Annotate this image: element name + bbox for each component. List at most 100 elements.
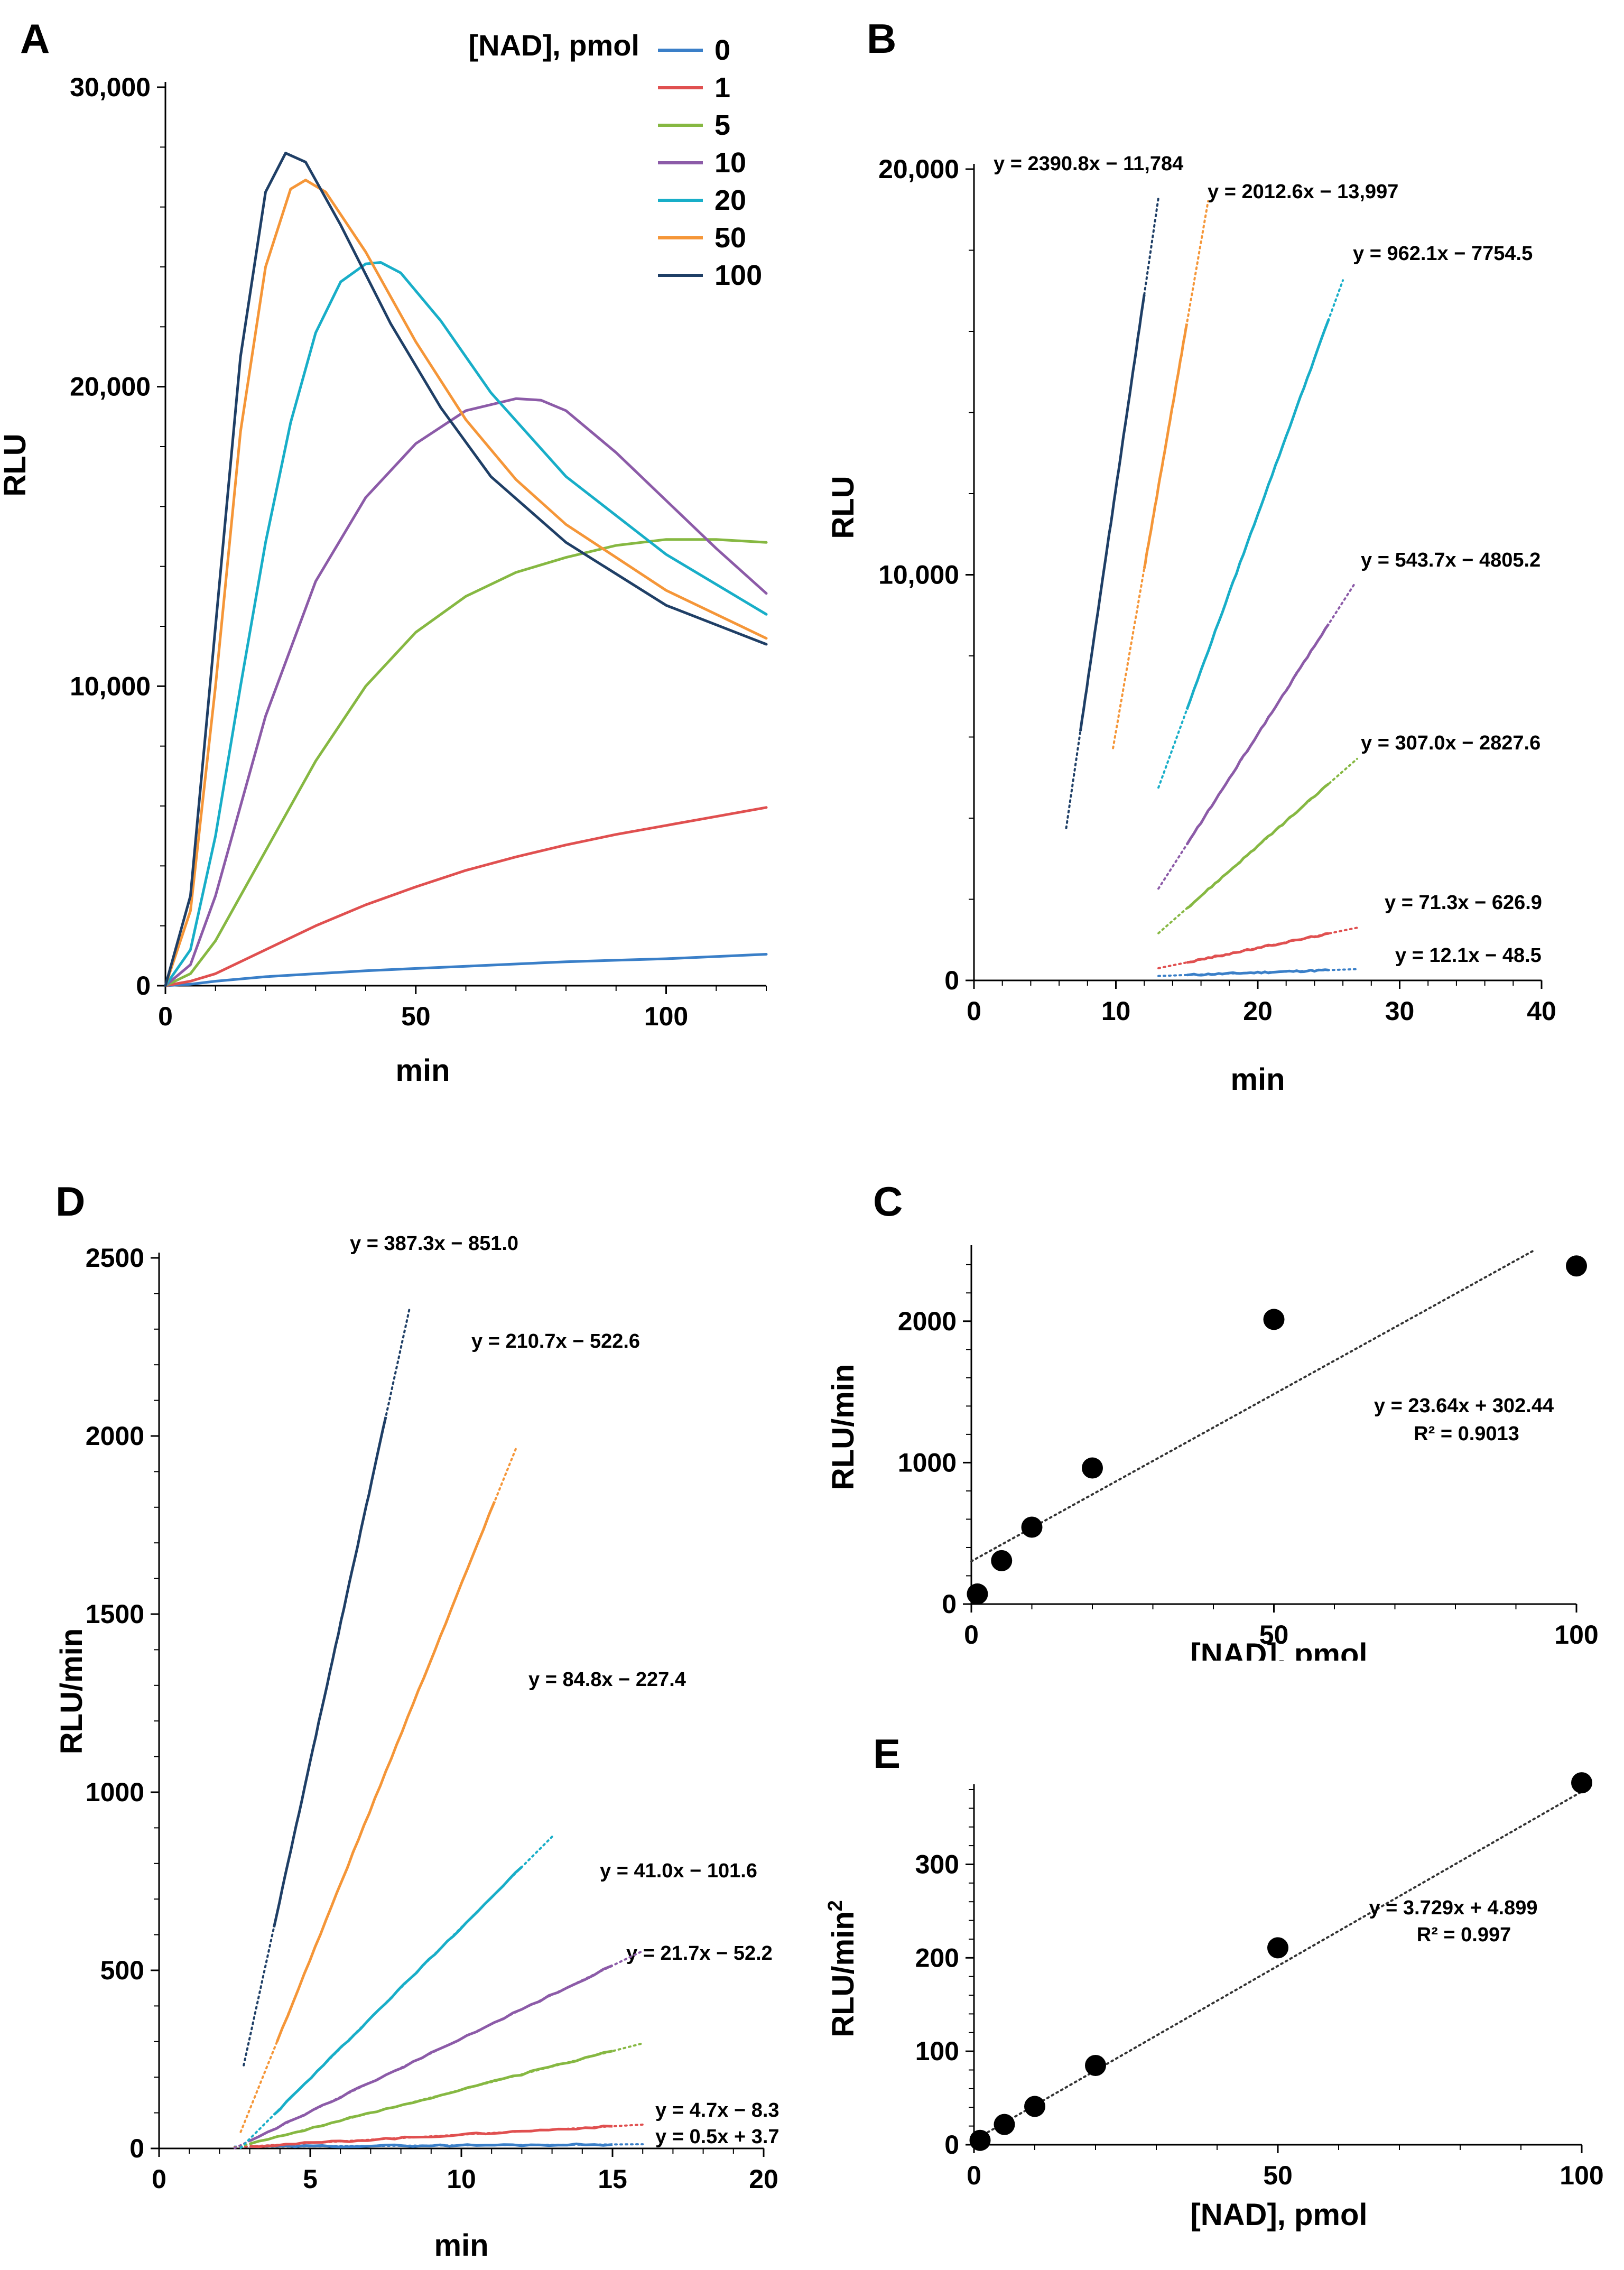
- panel-b-y-axis-label-text: RLU: [826, 476, 860, 539]
- panel-e-x-tick-label: 100: [1560, 2161, 1603, 2190]
- panel-d-x-tick-label: 5: [303, 2164, 318, 2194]
- panel-e-data-point: [1024, 2096, 1045, 2117]
- panel-b-x-tick-label: 40: [1527, 996, 1556, 1026]
- panel-a-x-tick-label: 100: [644, 1002, 688, 1031]
- panel-d-data-line-5: [249, 2050, 613, 2145]
- panel-d-data-line-100: [272, 1416, 387, 1928]
- panel-a-series-line-1: [164, 806, 768, 987]
- panel-e-y-tick-label: 0: [944, 2130, 959, 2160]
- panel-e-x-tick-label: 50: [1263, 2161, 1293, 2190]
- panel-c-letter: C: [873, 1178, 903, 1225]
- panel-a-y-axis-label-text: RLU: [0, 433, 32, 496]
- panel-e-data-point: [1267, 1937, 1288, 1959]
- panel-a-legend-label-10: 10: [714, 147, 746, 179]
- panel-e-y-axis-label-text: RLU/min: [826, 1911, 860, 2037]
- panel-d-data-line-20: [273, 1866, 523, 2116]
- panel-e-equation: y = 3.729x + 4.899: [1369, 1897, 1537, 1919]
- panel-d-equation-20: y = 84.8x − 227.4: [528, 1669, 686, 1691]
- panel-e-y-axis-label: RLU/min2: [824, 1900, 860, 2037]
- panel-c-y-tick-label: 2000: [898, 1307, 957, 1336]
- panel-e-y-axis-label-superscript: 2: [824, 1900, 847, 1911]
- panel-e-y-tick-label: 300: [915, 1849, 959, 1879]
- panel-c-x-tick-label: 100: [1554, 1620, 1598, 1650]
- panel-b-y-tick-label: 0: [944, 966, 959, 995]
- panel-a-series-line-50: [164, 179, 768, 987]
- panel-c: C 0 1000 2000 0 50 100 RLU/min y = 23.64x + 302.…: [826, 1178, 1599, 1650]
- panel-e-x-axis-label: [NAD], pmol: [1190, 2198, 1367, 2232]
- panel-b-data-line-100: [1079, 294, 1146, 731]
- panel-b-x-tick-label: 20: [1243, 996, 1273, 1026]
- panel-b-equation-1: y = 71.3x − 626.9: [1385, 892, 1542, 914]
- panel-e-x-tick-label: 0: [967, 2161, 981, 2190]
- panel-d-data-line-10: [249, 1964, 613, 2142]
- panel-b-data-line-10: [1185, 623, 1330, 846]
- panel-a-legend-label-50: 50: [714, 222, 746, 254]
- panel-d: D 0 500 1000 1500 2000 2500 0 5 10 15 20 RLU/min min y…: [54, 1178, 779, 2263]
- panel-c-y-tick-label: 1000: [898, 1448, 957, 1477]
- panel-d-data-line-50: [275, 1500, 496, 2043]
- panel-b-x-tick-label: 0: [967, 996, 981, 1026]
- panel-e-y-tick-label: 200: [915, 1943, 959, 1972]
- panel-d-equation-100: y = 387.3x − 851.0: [350, 1233, 518, 1255]
- panel-d-x-tick-label: 15: [598, 2164, 627, 2194]
- panel-d-equation-5: y = 21.7x − 52.2: [626, 1942, 773, 1965]
- panel-a-legend-label-20: 20: [714, 184, 746, 216]
- panel-d-y-axis-label-text: RLU/min: [54, 1628, 89, 1754]
- panel-d-letter: D: [55, 1178, 85, 1225]
- panel-d-equation-10: y = 41.0x − 101.6: [600, 1860, 757, 1882]
- panel-a-y-axis-label: RLU: [0, 433, 32, 496]
- panel-b-equation-10: y = 543.7x − 4805.2: [1361, 549, 1541, 571]
- panel-c-y-axis-label: RLU/min: [826, 1364, 860, 1490]
- panel-b-letter: B: [867, 15, 896, 62]
- panel-a-series-line-100: [164, 152, 768, 987]
- panel-a-legend-label-5: 5: [714, 109, 730, 141]
- panel-a-series-line-20: [164, 261, 768, 987]
- panel-c-y-axis-label-text: RLU/min: [826, 1364, 860, 1490]
- panel-d-y-tick-label: 2000: [86, 1421, 144, 1451]
- panel-c-data-point: [1082, 1457, 1103, 1479]
- panel-d-x-tick-label: 0: [152, 2164, 166, 2194]
- panel-b-data-line-5: [1186, 782, 1330, 910]
- panel-c-x-tick-label: 50: [1259, 1620, 1289, 1650]
- panel-c-r-squared: R² = 0.9013: [1414, 1423, 1519, 1445]
- panel-a-y-tick-label: 20,000: [70, 372, 151, 402]
- panel-e-trendline: [973, 1790, 1583, 2142]
- panel-e-data-point: [969, 2129, 991, 2151]
- panel-d-y-tick-label: 500: [100, 1956, 144, 1985]
- panel-b-y-axis-label: RLU: [826, 476, 860, 539]
- panel-b-equation-20: y = 962.1x − 7754.5: [1353, 243, 1533, 265]
- panel-a-legend-label-1: 1: [714, 72, 730, 104]
- panel-d-equation-0: y = 0.5x + 3.7: [655, 2126, 779, 2148]
- panel-b-data-line-50: [1143, 323, 1189, 569]
- panel-c-data-point: [1021, 1516, 1043, 1538]
- panel-a-x-axis-label: min: [395, 1053, 450, 1088]
- panel-a-series-line-0: [164, 953, 768, 987]
- panel-d-data-line-1: [249, 2124, 613, 2148]
- panel-b-x-tick-label: 30: [1385, 996, 1415, 1026]
- panel-c-data-point: [1566, 1255, 1587, 1277]
- panel-a-y-tick-label: 30,000: [70, 72, 151, 102]
- panel-a-series-line-10: [164, 397, 768, 987]
- panel-d-y-axis-label: RLU/min: [54, 1628, 89, 1754]
- panel-c-trendline: [970, 1249, 1535, 1563]
- panel-d-y-tick-label: 1500: [86, 1599, 144, 1629]
- panel-e-data-point: [994, 2114, 1015, 2135]
- panel-d-y-tick-label: 2500: [86, 1243, 144, 1273]
- panel-a-letter: A: [20, 15, 50, 62]
- panel-b-x-tick-label: 10: [1101, 996, 1131, 1026]
- panel-a-y-tick-label: 10,000: [70, 671, 151, 701]
- panel-b-y-tick-label: 10,000: [878, 560, 959, 590]
- panel-c-data-point: [967, 1583, 988, 1605]
- panel-d-x-axis-label: min: [434, 2228, 488, 2263]
- panel-c-data-point: [1263, 1309, 1285, 1330]
- panel-b-data-line-20: [1185, 319, 1330, 710]
- panel-d-y-tick-label: 1000: [86, 1777, 144, 1807]
- panel-b-equation-50: y = 2012.6x − 13,997: [1208, 181, 1398, 203]
- panel-c-x-tick-label: 0: [964, 1620, 979, 1650]
- panel-e-data-point: [1571, 1772, 1592, 1794]
- panel-d-y-tick-label: 0: [129, 2134, 144, 2163]
- panel-d-data-line-0: [249, 2142, 613, 2148]
- panel-a-x-tick-label: 50: [401, 1002, 431, 1031]
- panel-b-equation-5: y = 307.0x − 2827.6: [1361, 732, 1541, 754]
